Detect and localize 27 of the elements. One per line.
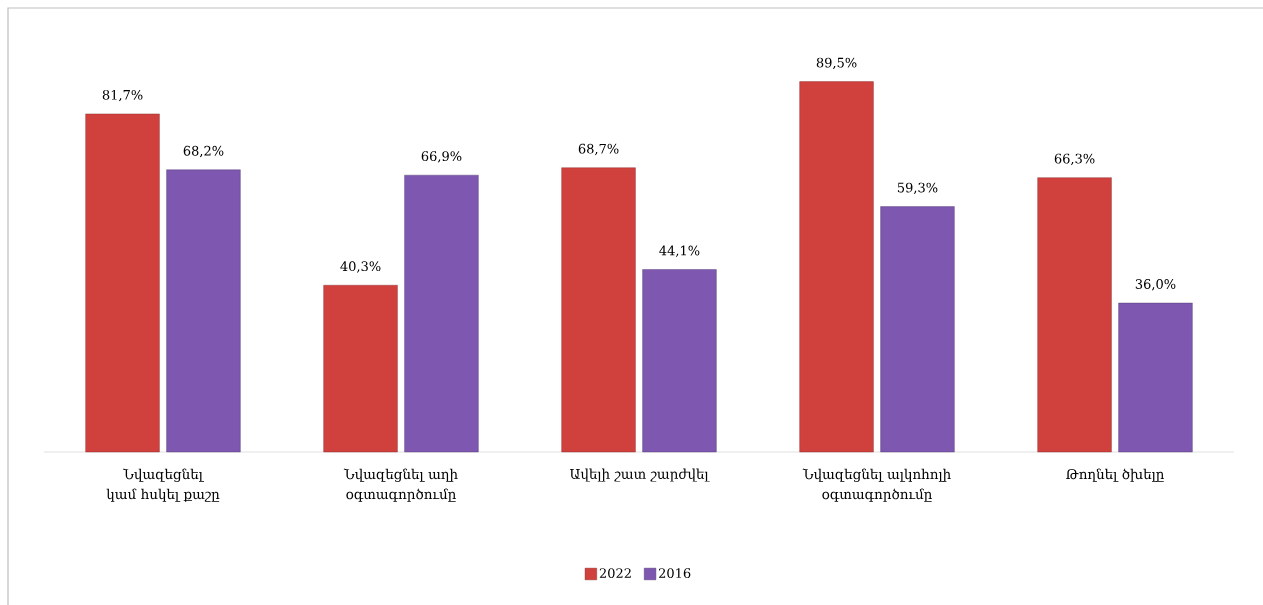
bar	[323, 285, 398, 453]
bar	[85, 113, 160, 453]
x-tick-label: Նվազեցնել աղի օգտագործումը	[343, 468, 458, 502]
data-label: 36,0%	[1135, 279, 1176, 291]
data-label: 68,2%	[183, 145, 224, 158]
data-label: 66,9%	[421, 151, 462, 163]
bar	[166, 169, 241, 453]
bar	[1037, 177, 1112, 453]
data-label: 81,7%	[102, 89, 143, 102]
x-tick-label: Նվազեցնել ալկոհոլի օգտագործումը	[802, 468, 951, 502]
x-tick-label: Ավելի շատ շարժվել	[569, 468, 710, 482]
data-label: 59,3%	[897, 182, 938, 195]
bar	[642, 269, 717, 453]
data-label: 66,3%	[1054, 153, 1095, 166]
x-tick-label: Թողնել ծխելը	[1066, 468, 1164, 482]
bar	[880, 206, 955, 453]
x-tick-label: Նվազեցնել կամ հսկել քաշը	[106, 468, 220, 502]
bar	[561, 167, 636, 453]
legend-label: 2022	[599, 568, 631, 579]
data-label: 89,5%	[816, 57, 857, 70]
bar	[1118, 302, 1193, 453]
data-label: 40,3%	[340, 261, 381, 273]
bar	[404, 174, 479, 453]
legend-label: 2016	[658, 568, 691, 579]
bar	[799, 81, 874, 453]
data-label: 68,7%	[578, 143, 619, 156]
data-label: 44,1%	[659, 245, 700, 257]
